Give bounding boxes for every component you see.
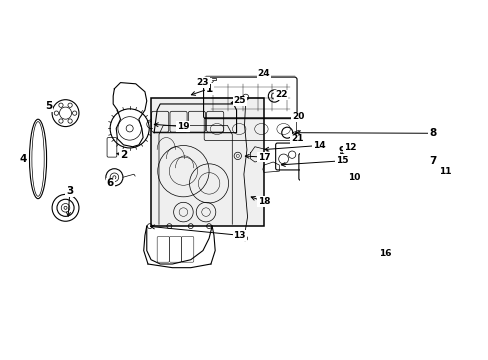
Bar — [151, 98, 264, 226]
Text: 19: 19 — [177, 122, 189, 131]
Text: 12: 12 — [343, 143, 356, 152]
Text: 10: 10 — [347, 173, 360, 182]
Text: 20: 20 — [291, 112, 304, 121]
Text: 25: 25 — [233, 96, 245, 105]
Text: 17: 17 — [257, 153, 270, 162]
Text: 2: 2 — [120, 150, 127, 160]
Text: 15: 15 — [335, 156, 348, 165]
Text: 16: 16 — [378, 249, 390, 258]
Text: 14: 14 — [312, 141, 325, 150]
Text: 5: 5 — [45, 101, 53, 111]
Text: 7: 7 — [428, 156, 435, 166]
Text: 11: 11 — [438, 167, 450, 176]
Text: 24: 24 — [257, 69, 270, 78]
Text: 9: 9 — [338, 146, 345, 156]
Text: 13: 13 — [233, 231, 245, 240]
Text: 8: 8 — [428, 128, 435, 138]
Text: 1: 1 — [205, 84, 212, 94]
Text: 18: 18 — [257, 197, 270, 206]
Text: 4: 4 — [19, 154, 26, 164]
Text: 6: 6 — [106, 178, 114, 188]
Text: 3: 3 — [66, 186, 73, 196]
Text: 23: 23 — [196, 78, 209, 87]
Text: 22: 22 — [274, 90, 287, 99]
Text: 21: 21 — [290, 134, 303, 143]
